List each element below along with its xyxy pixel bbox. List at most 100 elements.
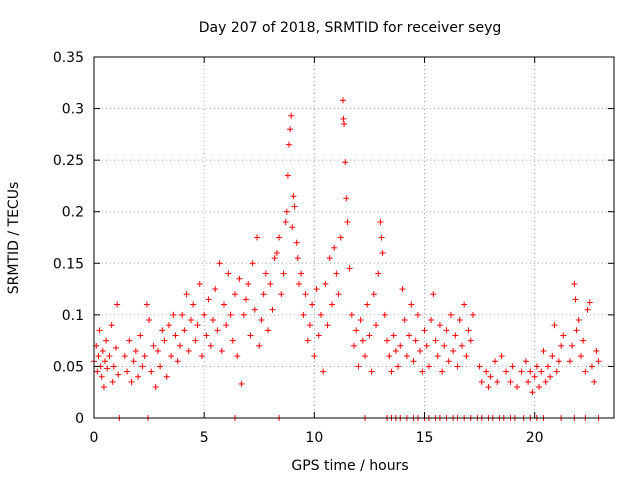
- data-point: [553, 368, 560, 375]
- data-point: [408, 301, 415, 308]
- plot-frame: [93, 56, 615, 419]
- data-point: [452, 332, 459, 339]
- data-point: [300, 311, 307, 318]
- data-point: [108, 322, 115, 329]
- y-tick-label: 0.35: [53, 50, 84, 66]
- data-point: [357, 317, 364, 324]
- data-point: [96, 327, 103, 334]
- y-tick-label: 0.15: [53, 256, 84, 272]
- data-point: [99, 347, 106, 354]
- data-point: [163, 373, 170, 380]
- data-point: [256, 342, 263, 349]
- data-point: [212, 286, 219, 293]
- data-point: [560, 332, 567, 339]
- data-point: [395, 363, 402, 370]
- data-point: [456, 317, 463, 324]
- data-point: [591, 378, 598, 385]
- data-point: [595, 358, 602, 365]
- data-point: [340, 115, 347, 122]
- data-point: [368, 368, 375, 375]
- data-point: [159, 327, 166, 334]
- data-point: [386, 353, 393, 360]
- data-point: [251, 306, 258, 313]
- data-point: [339, 97, 346, 104]
- data-point: [290, 193, 297, 200]
- data-point: [194, 322, 201, 329]
- data-point: [549, 353, 556, 360]
- data-point: [126, 337, 133, 344]
- data-point: [315, 332, 322, 339]
- data-point: [458, 342, 465, 349]
- data-point: [507, 378, 514, 385]
- data-point: [286, 141, 292, 148]
- data-point: [588, 363, 595, 370]
- data-point: [536, 384, 543, 391]
- data-point: [487, 373, 494, 380]
- data-point: [399, 286, 406, 293]
- data-point: [265, 327, 272, 334]
- data-point: [313, 286, 320, 293]
- data-point: [216, 260, 223, 267]
- data-point: [582, 368, 589, 375]
- data-point: [401, 317, 408, 324]
- data-point: [359, 337, 366, 344]
- data-point: [267, 280, 274, 287]
- y-tick-label: 0: [75, 411, 84, 427]
- data-point: [406, 332, 413, 339]
- data-point: [280, 270, 287, 277]
- data-point: [390, 332, 397, 339]
- x-tick-label: 5: [200, 430, 209, 446]
- y-axis-label: SRMTID / TECUs: [6, 182, 22, 295]
- data-point: [185, 347, 192, 354]
- data-point: [154, 347, 161, 354]
- x-axis-label: GPS time / hours: [291, 458, 408, 474]
- data-point: [362, 353, 369, 360]
- data-point: [283, 208, 290, 215]
- data-point: [130, 358, 137, 365]
- data-point: [375, 270, 382, 277]
- data-point: [370, 291, 377, 298]
- data-point: [287, 126, 294, 133]
- data-point: [183, 291, 190, 298]
- data-point: [454, 363, 461, 370]
- data-point: [150, 342, 157, 349]
- data-point: [115, 371, 122, 378]
- data-point: [276, 234, 283, 241]
- data-point: [179, 311, 186, 318]
- data-point: [247, 332, 254, 339]
- data-point: [531, 373, 538, 380]
- data-point: [137, 332, 144, 339]
- data-point: [260, 291, 267, 298]
- data-point: [207, 342, 214, 349]
- data-point: [174, 358, 181, 365]
- data-point: [540, 347, 547, 354]
- data-point: [410, 358, 417, 365]
- data-point: [346, 265, 353, 272]
- data-point: [469, 311, 476, 318]
- data-point: [542, 378, 549, 385]
- data-point: [353, 327, 360, 334]
- data-point: [157, 363, 164, 370]
- data-point: [124, 368, 131, 375]
- data-point: [113, 344, 120, 351]
- data-point: [320, 368, 327, 375]
- data-point: [421, 327, 428, 334]
- data-point: [278, 291, 285, 298]
- data-point: [249, 260, 256, 267]
- data-point: [351, 342, 357, 349]
- data-point: [518, 368, 525, 375]
- data-point: [181, 327, 188, 334]
- data-point: [377, 219, 384, 226]
- data-point: [555, 358, 562, 365]
- data-point: [569, 342, 576, 349]
- data-point: [291, 203, 298, 210]
- data-point: [165, 322, 172, 329]
- data-point: [229, 337, 236, 344]
- data-point: [384, 337, 391, 344]
- data-point: [483, 368, 490, 375]
- y-tick-label: 0.25: [53, 153, 84, 169]
- data-point: [294, 255, 301, 262]
- data-point: [584, 306, 591, 313]
- data-point: [258, 317, 265, 324]
- data-point: [284, 172, 291, 179]
